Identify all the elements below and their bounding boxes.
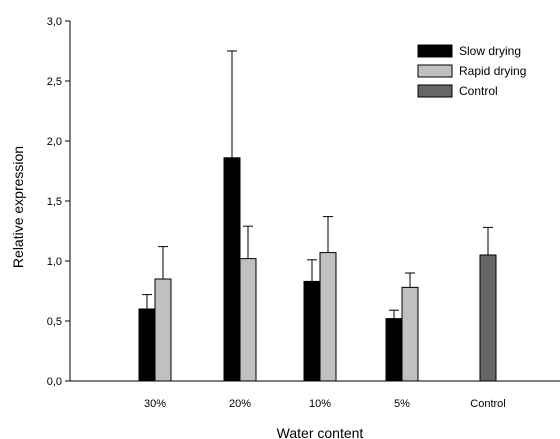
legend-label: Control xyxy=(459,84,498,98)
bar xyxy=(385,318,403,382)
y-axis-title: Relative expression xyxy=(10,146,26,268)
legend-label: Slow drying xyxy=(459,44,521,58)
y-tick-label: 1,5 xyxy=(47,196,62,208)
bar xyxy=(138,308,156,382)
y-tick-label: 1,0 xyxy=(47,256,62,268)
x-tick-label: 10% xyxy=(309,398,331,410)
x-tick-label: Control xyxy=(470,398,505,410)
bar xyxy=(154,278,172,382)
x-tick-label: 20% xyxy=(229,398,251,410)
y-tick-label: 2,5 xyxy=(47,76,62,88)
x-axis-title: Water content xyxy=(277,425,364,439)
bar xyxy=(401,286,419,382)
bar xyxy=(319,252,337,382)
legend-swatch xyxy=(417,44,453,58)
y-tick-label: 3,0 xyxy=(47,16,62,28)
y-tick-label: 0,5 xyxy=(47,316,62,328)
bar xyxy=(239,258,257,382)
bar xyxy=(303,280,321,382)
y-tick-label: 0,0 xyxy=(47,376,62,388)
legend-label: Rapid drying xyxy=(459,64,526,78)
x-tick-label: 5% xyxy=(394,398,410,410)
legend-swatch xyxy=(417,64,453,78)
legend-swatch xyxy=(417,84,453,98)
bar xyxy=(223,157,241,382)
y-tick-label: 2,0 xyxy=(47,136,62,148)
x-tick-label: 30% xyxy=(144,398,166,410)
bar xyxy=(479,254,497,382)
